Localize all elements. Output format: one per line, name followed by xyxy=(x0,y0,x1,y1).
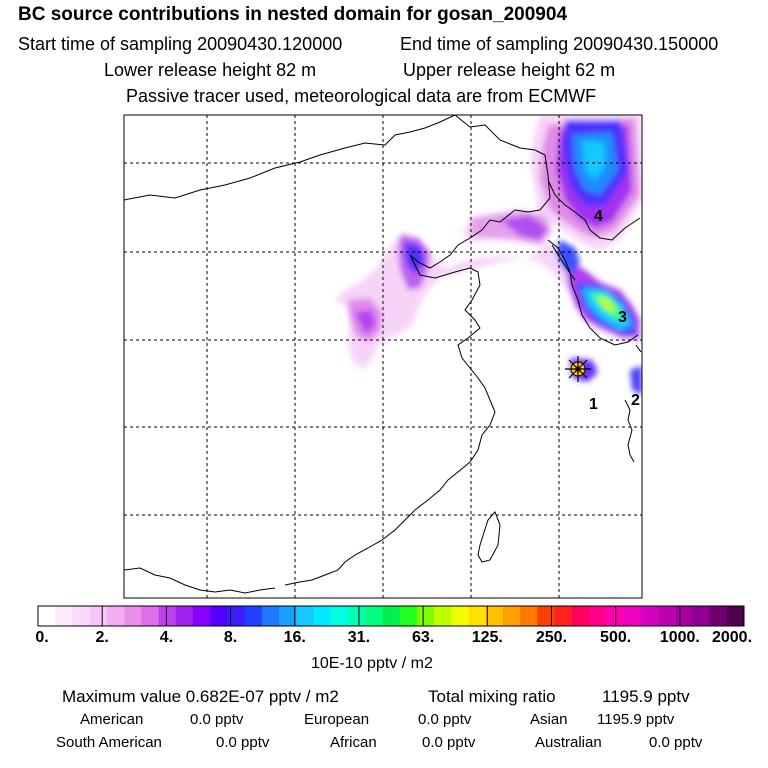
colorbar-cell xyxy=(520,606,538,626)
australian-label: Australian xyxy=(535,734,602,751)
colorbar-tick-label: 0. xyxy=(35,629,49,646)
colorbar-cell xyxy=(537,606,556,626)
colorbar-tick-label: 500. xyxy=(600,629,632,646)
colorbar-cell xyxy=(141,606,160,626)
australian-value: 0.0 pptv xyxy=(649,734,703,751)
european-value: 0.0 pptv xyxy=(418,711,472,728)
colorbar-cell xyxy=(554,606,573,626)
total-mixing-label: Total mixing ratio xyxy=(428,687,556,706)
colorbar-cell xyxy=(72,606,91,626)
colorbar-cell xyxy=(210,606,228,626)
total-mixing-value: 1195.9 pptv xyxy=(602,687,690,706)
colorbar-cell xyxy=(382,606,401,626)
source-marker-2: 2 xyxy=(631,392,640,409)
colorbar-cell xyxy=(89,606,108,626)
colorbar-unit: 10E-10 pptv / m2 xyxy=(311,655,433,672)
colorbar-cell xyxy=(365,606,383,626)
colorbar-tick-label: 250. xyxy=(535,629,568,646)
colorbar-cell xyxy=(468,606,487,626)
colorbar-cell xyxy=(261,606,280,626)
colorbar-cell xyxy=(726,606,745,626)
colorbar-cells xyxy=(38,606,745,626)
colorbar-tick-label: 2000. xyxy=(711,629,753,646)
end-time-label: End time of sampling 20090430.150000 xyxy=(400,34,719,54)
source-marker-3: 3 xyxy=(618,309,627,326)
colorbar-cell xyxy=(589,606,607,626)
colorbar-tick-label: 63. xyxy=(411,629,435,646)
colorbar-tick-label: 2. xyxy=(95,629,109,646)
colorbar-cell xyxy=(158,606,177,626)
american-value: 0.0 pptv xyxy=(190,711,244,728)
map-title: BC source contributions in nested domain… xyxy=(18,4,568,25)
colorbar-cell xyxy=(692,606,711,626)
tracer-info: Passive tracer used, meteorological data… xyxy=(126,86,597,106)
lower-release-height: Lower release height 82 m xyxy=(104,60,317,80)
colorbar-tick-label: 31. xyxy=(347,629,371,646)
american-label: American xyxy=(80,711,144,728)
african-value: 0.0 pptv xyxy=(422,734,476,751)
colorbar-cell xyxy=(657,606,676,626)
colorbar-cell xyxy=(606,606,624,626)
colorbar-cell xyxy=(416,606,435,626)
colorbar-cell xyxy=(623,606,642,626)
colorbar-cell xyxy=(227,606,246,626)
colorbar-tick-label: 125. xyxy=(471,629,503,646)
african-label: African xyxy=(330,734,377,751)
colorbar-cell xyxy=(244,606,263,626)
colorbar-cell xyxy=(451,606,469,626)
colorbar-cell xyxy=(571,606,590,626)
colorbar-cell xyxy=(175,606,194,626)
map-frame xyxy=(123,114,643,599)
upper-release-height: Upper release height 62 m xyxy=(403,60,616,80)
colorbar-cell xyxy=(330,606,349,626)
colorbar-tick-label: 4. xyxy=(159,629,174,646)
source-marker-4: 4 xyxy=(594,208,603,225)
colorbar-cell xyxy=(347,606,366,626)
colorbar-cell xyxy=(313,606,332,626)
asian-value: 1195.9 pptv xyxy=(597,711,675,728)
receptor-star-icon xyxy=(565,356,591,382)
colorbar-tick-label: 16. xyxy=(283,629,306,646)
colorbar-cell xyxy=(709,606,728,626)
colorbar-cell xyxy=(296,606,315,626)
colorbar-tick-marks xyxy=(37,606,745,626)
colorbar-cell xyxy=(192,606,211,626)
colorbar-cell xyxy=(279,606,297,626)
colorbar-cell xyxy=(485,606,504,626)
colorbar-cell xyxy=(640,606,659,626)
coastlines xyxy=(124,115,642,594)
colorbar-tick-label: 1000. xyxy=(659,629,700,646)
colorbar-cell xyxy=(434,606,452,626)
lat-lon-grid xyxy=(124,115,642,598)
colorbar-cell xyxy=(399,606,418,626)
asian-label: Asian xyxy=(530,711,568,728)
colorbar-cell xyxy=(38,606,56,626)
concentration-plume xyxy=(335,115,642,395)
colorbar-cell xyxy=(675,606,693,626)
colorbar-cell xyxy=(106,606,125,626)
colorbar-cell xyxy=(502,606,521,626)
start-time-label: Start time of sampling 20090430.120000 xyxy=(18,34,343,54)
south-american-label: South American xyxy=(56,734,162,751)
colorbar-cell xyxy=(124,606,142,626)
european-label: European xyxy=(304,711,370,728)
source-marker-1: 1 xyxy=(589,396,598,413)
south-american-value: 0.0 pptv xyxy=(216,734,270,751)
max-value-label: Maximum value 0.682E-07 pptv / m2 xyxy=(62,687,339,706)
colorbar-tick-label: 8. xyxy=(223,629,238,646)
colorbar-cell xyxy=(55,606,73,626)
